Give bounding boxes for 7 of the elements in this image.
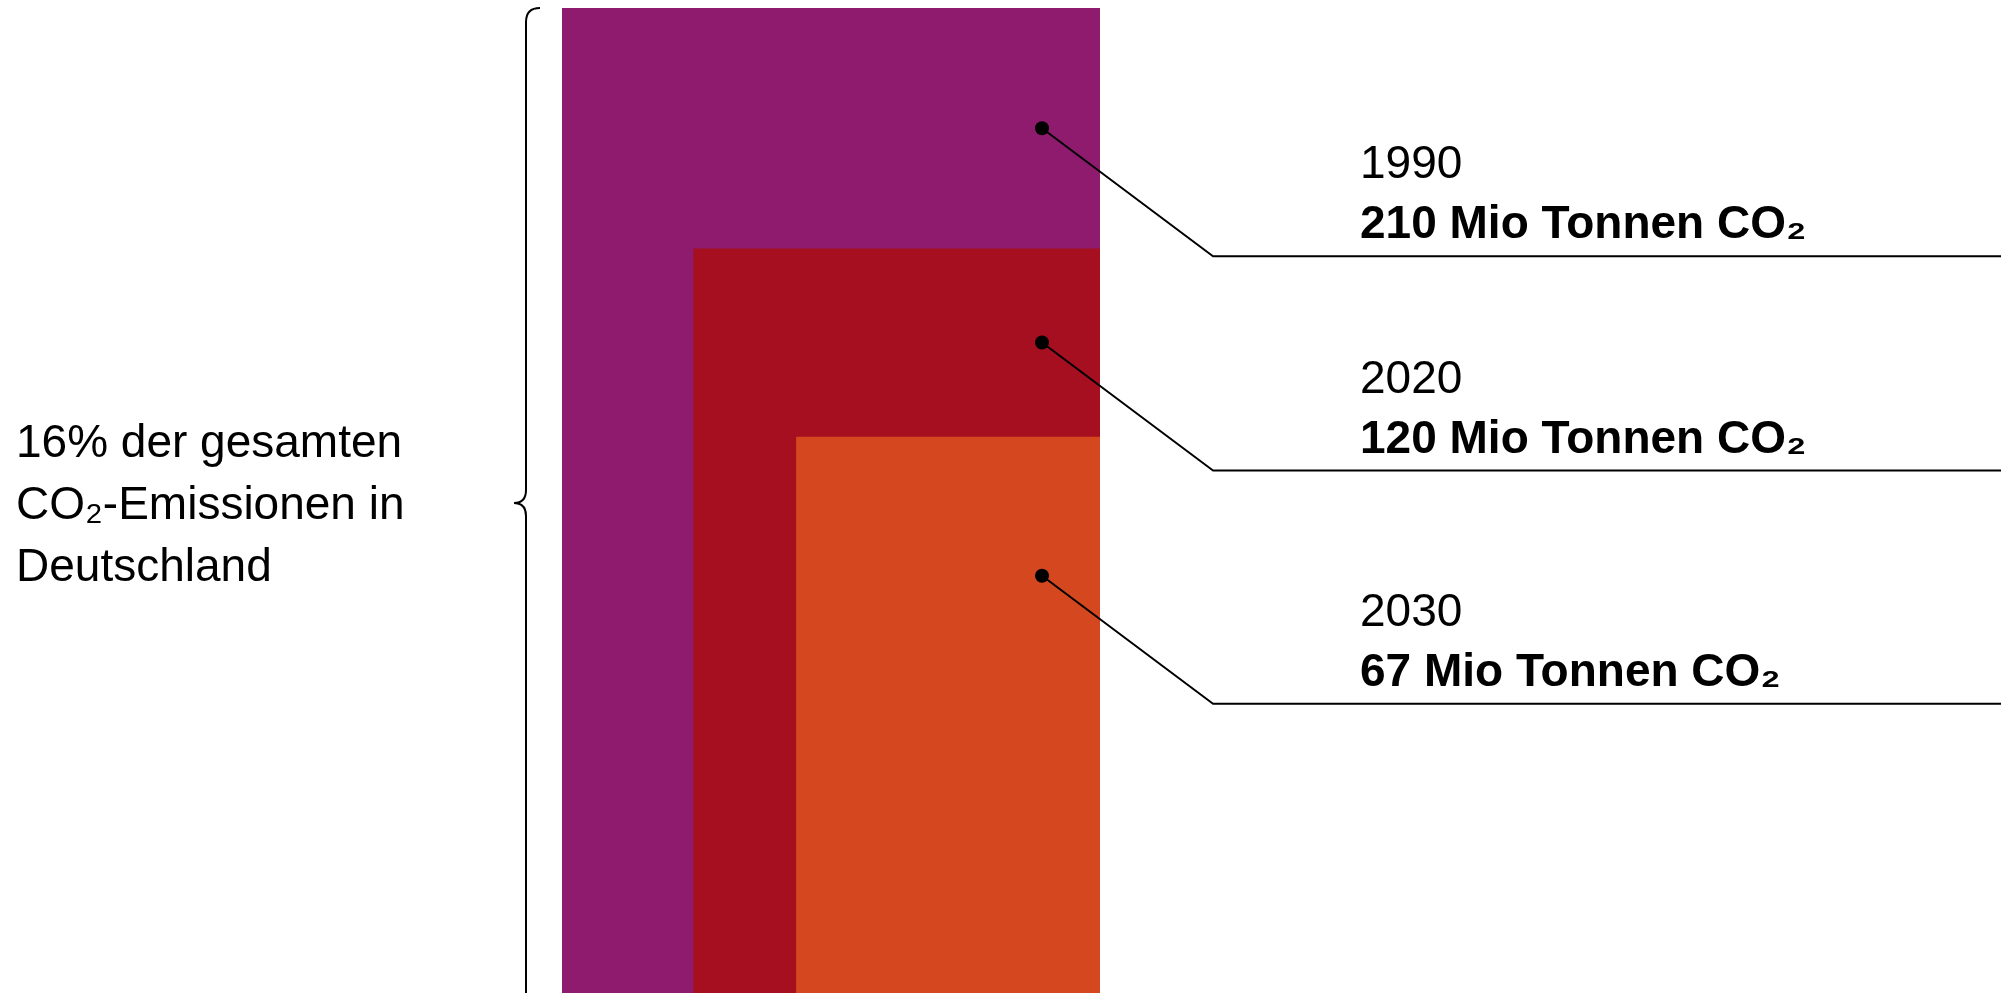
data-label: 120 Mio Tonnen CO₂ [1360,409,1807,465]
text: 16% der gesamten CO₂-Emissionen in Deutschland [16,414,406,593]
category-label: 2020 [1360,350,1463,403]
data-label: 67 Mio Tonnen CO₂ [1360,642,1781,698]
category-label: 2030 [1360,583,1463,636]
category-label: 1990 [1360,136,1463,189]
data-label: 210 Mio Tonnen CO₂ [1360,195,1807,251]
